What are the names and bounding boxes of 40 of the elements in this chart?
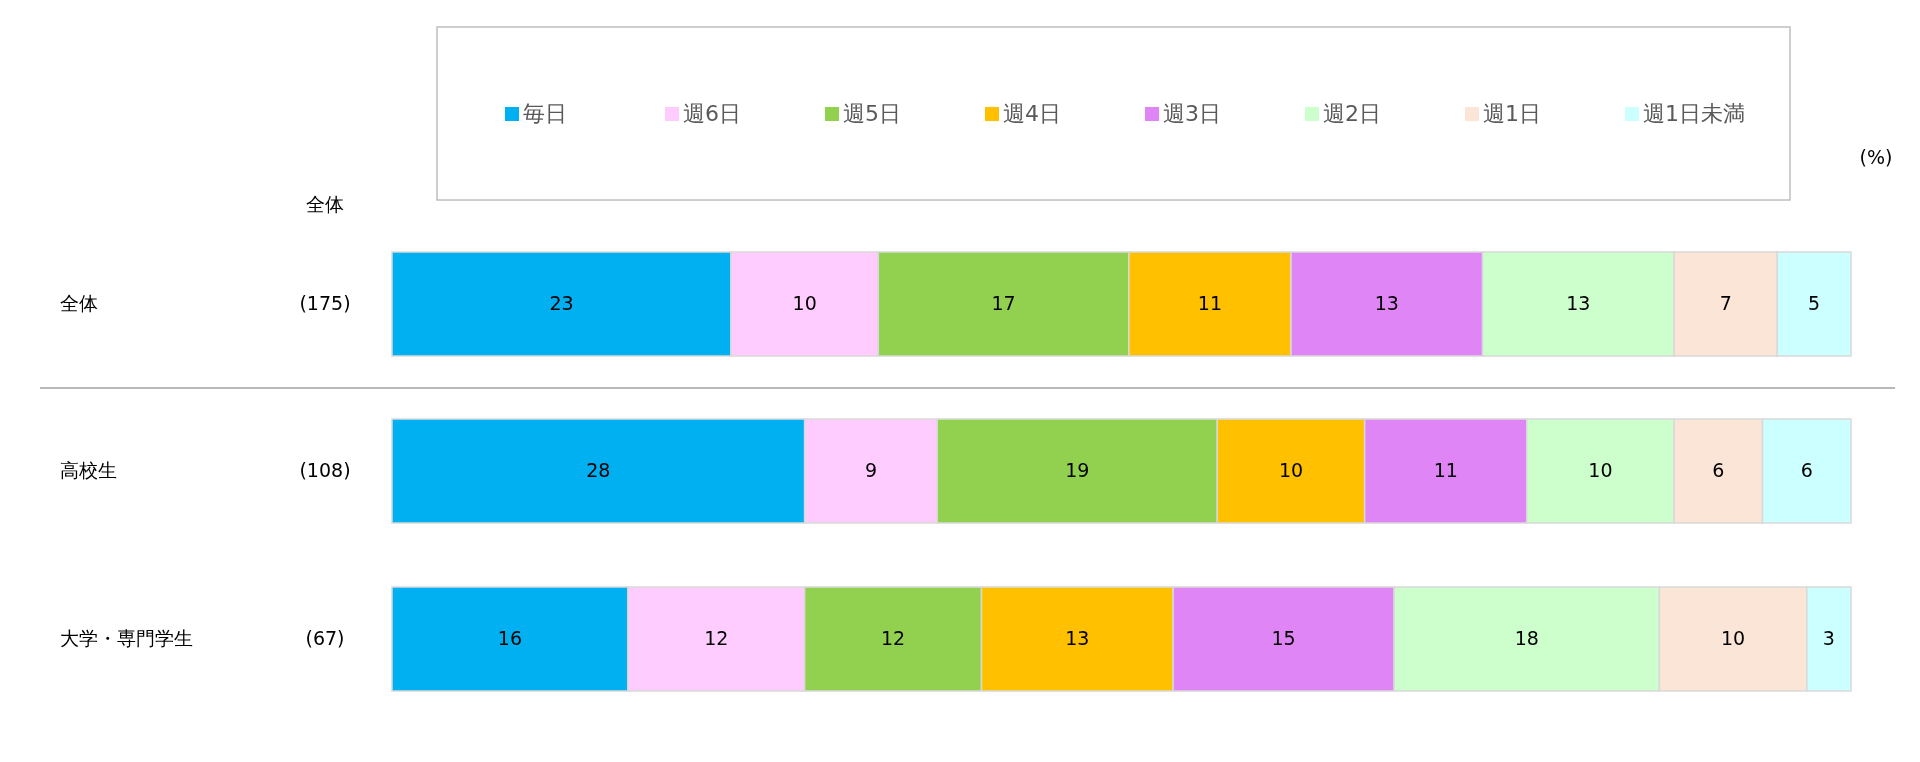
- data-label: 13: [1374, 291, 1399, 314]
- data-label: 10: [1278, 458, 1304, 481]
- data-label: 12: [880, 626, 906, 649]
- text: (%): [1859, 145, 1893, 168]
- data-label: 13: [1065, 626, 1090, 649]
- data-label: 19: [1065, 458, 1090, 481]
- data-label: 6: [1712, 458, 1725, 481]
- data-label: 12: [704, 626, 729, 649]
- data-label: 7: [1719, 291, 1732, 314]
- data-label: 10: [792, 291, 817, 314]
- legend-label: 週3日: [1163, 101, 1221, 126]
- text: 全体: [306, 192, 344, 215]
- data-label: 28: [586, 458, 611, 481]
- data-label: 13: [1566, 291, 1591, 314]
- text: (67): [305, 626, 345, 649]
- data-label: 16: [497, 626, 522, 649]
- legend-label: 週1日未満: [1643, 101, 1745, 126]
- data-label: 10: [1721, 626, 1746, 649]
- data-label: 23: [549, 291, 574, 314]
- text: (108): [299, 458, 351, 481]
- data-label: 9: [864, 458, 878, 481]
- legend-label: 毎日: [523, 101, 567, 126]
- y-tick-label: 全体: [60, 291, 98, 314]
- legend-label: 週4日: [1003, 101, 1061, 126]
- data-label: 5: [1808, 291, 1821, 314]
- data-label: 18: [1514, 626, 1539, 649]
- legend-label: 週6日: [683, 101, 741, 126]
- data-label: 17: [991, 291, 1016, 314]
- data-label: 6: [1800, 458, 1813, 481]
- legend-label: 週2日: [1323, 101, 1381, 126]
- y-tick-label: 大学・専門学生: [60, 626, 193, 649]
- data-label: 11: [1197, 291, 1223, 314]
- legend-label: 週5日: [843, 101, 901, 126]
- legend-label: 週1日: [1483, 101, 1541, 126]
- data-label: 11: [1433, 458, 1458, 481]
- data-label: 15: [1271, 626, 1296, 649]
- data-label: 3: [1822, 626, 1835, 649]
- text: (175): [299, 291, 351, 314]
- y-tick-label: 高校生: [60, 458, 117, 481]
- data-label: 10: [1588, 458, 1613, 481]
